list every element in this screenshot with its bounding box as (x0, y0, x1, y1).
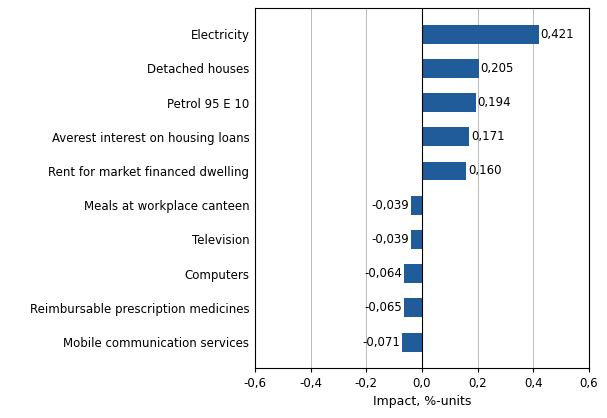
Bar (422, 127, 469, 146)
Bar (422, 93, 476, 112)
Text: -0,039: -0,039 (371, 233, 409, 246)
Bar (411, 230, 422, 249)
Text: -0,039: -0,039 (371, 199, 409, 212)
Bar (411, 196, 422, 214)
X-axis label: Impact, %-units: Impact, %-units (373, 395, 471, 408)
Bar (422, 162, 466, 181)
Bar (422, 59, 479, 78)
Text: 0,421: 0,421 (541, 28, 574, 41)
Text: -0,064: -0,064 (365, 267, 402, 280)
Text: 0,194: 0,194 (478, 96, 511, 109)
Bar (422, 25, 539, 43)
Bar (402, 333, 422, 352)
Bar (404, 264, 422, 283)
Text: 0,205: 0,205 (481, 62, 514, 75)
Text: 0,171: 0,171 (471, 130, 505, 143)
Text: 0,160: 0,160 (468, 165, 501, 178)
Bar (404, 298, 422, 317)
Text: -0,065: -0,065 (364, 301, 402, 314)
Text: -0,071: -0,071 (362, 336, 401, 349)
